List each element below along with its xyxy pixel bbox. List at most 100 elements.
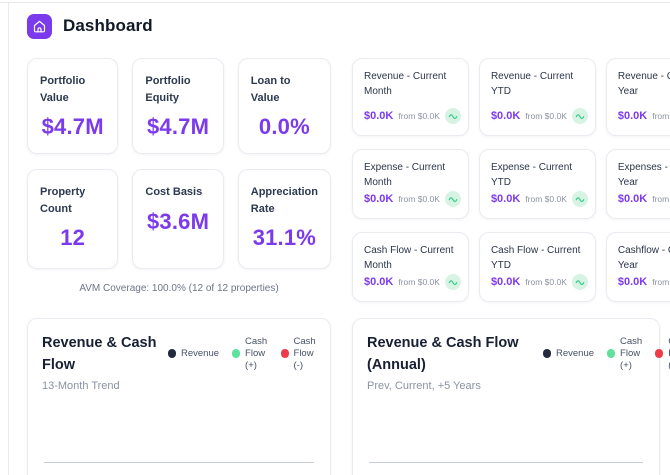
kpi-card-cash-flow-current-month: Cash Flow - Current Month $0.0K from $0.… <box>352 232 469 302</box>
legend-dot <box>168 349 176 359</box>
legend-label: Revenue <box>556 347 595 359</box>
kpi-value: $0.0K <box>490 110 521 122</box>
kpi-value: $0.0K <box>364 193 394 205</box>
kpi-value: $0.0K <box>617 110 648 122</box>
legend-dot <box>655 349 664 359</box>
legend-dot <box>607 349 616 359</box>
chart-subtitle: 13-Month Trend <box>42 379 120 392</box>
page-title: Dashboard <box>63 16 153 35</box>
kpi-value-row: $0.0K from $0.0K <box>491 274 588 290</box>
legend-item-revenue[interactable]: Revenue <box>543 348 594 360</box>
trend-wave-icon <box>575 114 585 120</box>
kpi-label: Expense - Current Month <box>364 162 446 188</box>
stat-value: $4.7M <box>146 114 210 139</box>
kpi-label: Revenue - Current Year <box>617 71 670 97</box>
legend-item-cash-flow-negative[interactable]: Cash Flow (-) <box>655 336 670 372</box>
trend-wave-icon <box>575 280 585 286</box>
legend-dot <box>543 349 551 359</box>
chart-plot-area <box>367 407 645 475</box>
summary-section: Portfolio Value $4.7M Portfolio Equity $… <box>27 58 670 302</box>
stat-label: Loan to Value <box>250 75 291 104</box>
stat-value: 0.0% <box>258 114 310 139</box>
kpi-value-row: $0.0K from $0.0K <box>618 108 670 124</box>
stats-grid: Portfolio Value $4.7M Portfolio Equity $… <box>27 58 331 269</box>
chart-legend: Revenue Cash Flow (+) Cash Flow (-) <box>168 333 316 372</box>
kpi-card-revenue-current-year: Revenue - Current Year $0.0K from $0.0K <box>605 58 670 136</box>
kpi-value-row: $0.0K from $0.0K <box>364 191 461 207</box>
kpi-label: Expense - Current YTD <box>490 162 573 188</box>
kpi-value-row: $0.0K from $0.0K <box>490 108 588 124</box>
trend-wave-icon <box>448 114 458 120</box>
stat-card-appreciation-rate: Appreciation Rate 31.1% <box>237 169 331 269</box>
stat-label: Portfolio Value <box>40 75 86 104</box>
chart-legend: Revenue Cash Flow (+) Cash Flow (-) <box>543 333 670 372</box>
chart-card-revenue-cashflow-annual: Revenue & Cash Flow (Annual) Prev, Curre… <box>352 318 670 475</box>
chart-card-revenue-cashflow-trend: Revenue & Cash Flow 13-Month Trend Reven… <box>27 318 331 475</box>
kpi-baseline: from $0.0K <box>398 277 440 287</box>
legend-item-revenue[interactable]: Revenue <box>168 348 219 360</box>
chart-title: Revenue & Cash Flow (Annual) <box>367 335 519 373</box>
kpi-label: Revenue - Current Month <box>364 71 447 97</box>
legend-label: Cash Flow (-) <box>668 336 670 372</box>
trend-wave-icon <box>448 197 458 203</box>
kpi-value: $0.0K <box>364 276 394 288</box>
kpi-value-row: $0.0K from $0.0K <box>490 191 588 207</box>
legend-label: Cash Flow (-) <box>293 336 316 371</box>
legend-label: Cash Flow (+) <box>245 336 268 371</box>
kpi-value-row: $0.0K from $0.0K <box>364 108 461 124</box>
trend-badge <box>444 191 461 207</box>
kpi-value-row: $0.0K from $0.0K <box>618 191 670 207</box>
legend-item-cash-flow-positive[interactable]: Cash Flow (+) <box>607 336 642 372</box>
kpi-card-cash-flow-current-ytd: Cash Flow - Current YTD $0.0K from $0.0K <box>478 232 596 302</box>
stat-card-cost-basis: Cost Basis $3.6M <box>132 169 224 269</box>
trend-badge <box>571 108 588 124</box>
kpi-value: $0.0K <box>617 193 648 205</box>
kpi-card-revenue-current-ytd: Revenue - Current YTD $0.0K from $0.0K <box>478 58 596 136</box>
kpi-baseline: from $0.0K <box>525 111 567 121</box>
stat-card-portfolio-value: Portfolio Value $4.7M <box>27 58 119 154</box>
kpi-value: $0.0K <box>364 110 394 122</box>
stat-label: Property Count <box>40 186 86 215</box>
chart-title-block: Revenue & Cash Flow (Annual) Prev, Curre… <box>367 333 543 392</box>
kpi-label: Cash Flow - Current YTD <box>490 245 581 271</box>
stat-value: $4.7M <box>41 114 104 139</box>
trend-badge <box>571 191 588 207</box>
stat-card-portfolio-equity: Portfolio Equity $4.7M <box>132 58 224 154</box>
legend-item-cash-flow-positive[interactable]: Cash Flow (+) <box>232 336 267 372</box>
trend-badge <box>571 274 588 290</box>
chart-header: Revenue & Cash Flow 13-Month Trend Reven… <box>42 333 316 392</box>
stat-label: Appreciation Rate <box>250 186 318 215</box>
kpi-baseline: from $0.0K <box>525 194 567 204</box>
kpi-value: $0.0K <box>617 276 648 288</box>
kpi-baseline: from $0.0K <box>652 111 670 121</box>
kpi-value: $0.0K <box>490 193 521 205</box>
legend-item-cash-flow-negative[interactable]: Cash Flow (-) <box>280 336 316 372</box>
top-border-line <box>0 2 670 3</box>
chart-header: Revenue & Cash Flow (Annual) Prev, Curre… <box>367 333 670 392</box>
kpi-label: Expenses - Current Year <box>617 162 670 188</box>
stat-card-property-count: Property Count 12 <box>27 169 119 269</box>
chart-plot-area <box>42 407 316 475</box>
page-header: Dashboard <box>27 13 660 39</box>
kpi-baseline: from $0.0K <box>652 277 670 287</box>
kpi-label: Cash Flow - Current Month <box>364 245 454 271</box>
trend-wave-icon <box>448 280 458 286</box>
x-axis-line <box>44 462 314 463</box>
legend-dot <box>232 349 241 359</box>
kpi-baseline: from $0.0K <box>398 111 440 121</box>
avm-coverage-note: AVM Coverage: 100.0% (12 of 12 propertie… <box>79 283 279 294</box>
kpi-card-cashflow-current-year: Cashflow - Current Year $0.0K from $0.0K <box>605 232 670 302</box>
chart-subtitle: Prev, Current, +5 Years <box>367 379 481 392</box>
kpi-baseline: from $0.0K <box>525 277 567 287</box>
trend-badge <box>444 108 461 124</box>
home-icon <box>27 13 52 39</box>
trend-badge <box>444 274 461 290</box>
kpi-value-row: $0.0K from $0.0K <box>618 274 670 290</box>
x-axis-line <box>369 462 643 463</box>
charts-section: Revenue & Cash Flow 13-Month Trend Reven… <box>27 318 670 475</box>
stat-value: 31.1% <box>252 225 317 250</box>
stat-label: Cost Basis <box>145 186 203 198</box>
stat-label: Portfolio Equity <box>145 75 191 104</box>
kpi-baseline: from $0.0K <box>652 194 670 204</box>
